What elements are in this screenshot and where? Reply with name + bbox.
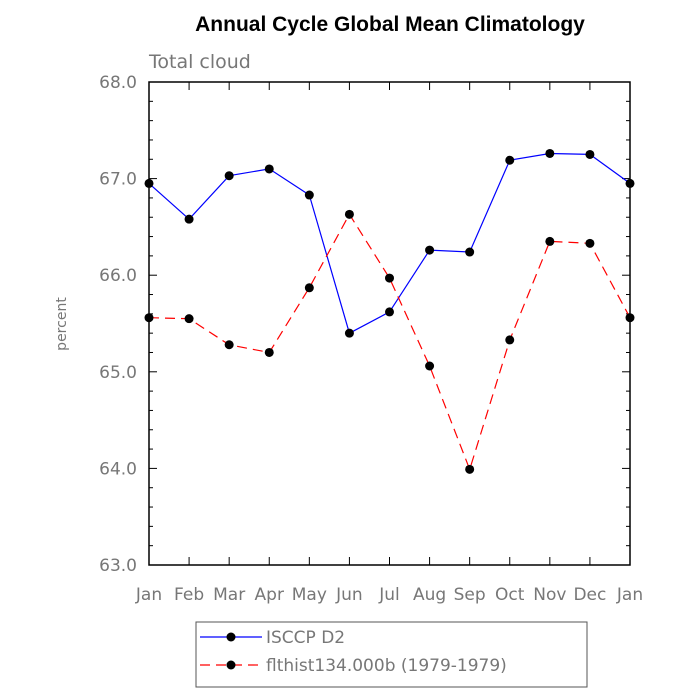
x-tick-label: Feb <box>174 585 204 605</box>
x-tick-label: Mar <box>213 585 245 605</box>
series-layer <box>144 148 635 474</box>
major-ticks <box>148 81 631 566</box>
x-tick-label: Nov <box>533 585 566 605</box>
legend-marker-0 <box>226 632 236 642</box>
x-tick-label: Jun <box>335 585 363 605</box>
series-0-point <box>425 245 435 255</box>
series-0-point <box>304 190 314 200</box>
series-1-point <box>585 238 595 248</box>
y-tick-label: 63.0 <box>99 556 137 576</box>
y-tick-label: 67.0 <box>99 170 137 190</box>
series-1-point <box>625 313 635 323</box>
series-1-point <box>184 314 194 324</box>
x-tick-labels: Jan Feb Mar Apr May Jun Jul Aug Sep Oct Nov Dec Jan <box>135 585 643 605</box>
series-1-point <box>505 335 515 345</box>
x-tick-label: Jan <box>616 585 643 605</box>
y-tick-label: 68.0 <box>99 73 137 93</box>
x-tick-label: Dec <box>573 585 606 605</box>
series-1-point <box>304 283 314 293</box>
series-1-point <box>264 347 274 357</box>
series-0-point <box>545 148 555 158</box>
y-tick-labels: 63.0 64.0 65.0 66.0 67.0 68.0 <box>99 73 137 576</box>
series-0-point <box>585 149 595 159</box>
series-0-point <box>264 164 274 174</box>
x-tick-label: Apr <box>255 585 284 605</box>
series-line-0 <box>148 152 631 335</box>
minor-ticks <box>149 100 630 547</box>
series-1-point <box>545 236 555 246</box>
y-tick-label: 66.0 <box>99 266 137 286</box>
series-0-point <box>144 178 154 188</box>
series-0-point <box>385 307 394 317</box>
x-tick-label: Aug <box>413 585 446 605</box>
x-tick-label: Jul <box>378 585 400 605</box>
series-0-point <box>184 214 194 224</box>
series-0-point <box>224 171 234 181</box>
series-1-point <box>344 209 354 219</box>
y-tick-label: 65.0 <box>99 363 137 383</box>
x-tick-label: Sep <box>454 585 486 605</box>
series-0-point <box>465 247 475 257</box>
legend: ISCCP D2 flthist134.000b (1979-1979) <box>195 621 588 688</box>
series-1-point <box>465 464 475 474</box>
y-axis-label: percent <box>54 297 70 351</box>
series-0-point <box>344 328 354 338</box>
x-tick-label: Jan <box>135 585 162 605</box>
legend-marker-1 <box>226 660 236 670</box>
y-tick-label: 64.0 <box>99 459 137 479</box>
legend-label-1: flthist134.000b (1979-1979) <box>266 656 507 676</box>
series-1-point <box>425 361 435 371</box>
x-tick-label: Oct <box>495 585 525 605</box>
series-1-point <box>144 313 154 323</box>
series-0-point <box>625 178 635 188</box>
legend-box <box>195 621 588 688</box>
series-1-point <box>224 340 234 350</box>
legend-label-0: ISCCP D2 <box>266 628 345 648</box>
series-1-point <box>385 273 394 283</box>
chart-title: Annual Cycle Global Mean Climatology <box>195 13 585 36</box>
chart-subtitle: Total cloud <box>148 51 251 73</box>
x-tick-label: May <box>292 585 327 605</box>
series-line-1 <box>148 213 631 472</box>
plot-frame <box>148 81 631 566</box>
series-0-point <box>505 155 515 165</box>
